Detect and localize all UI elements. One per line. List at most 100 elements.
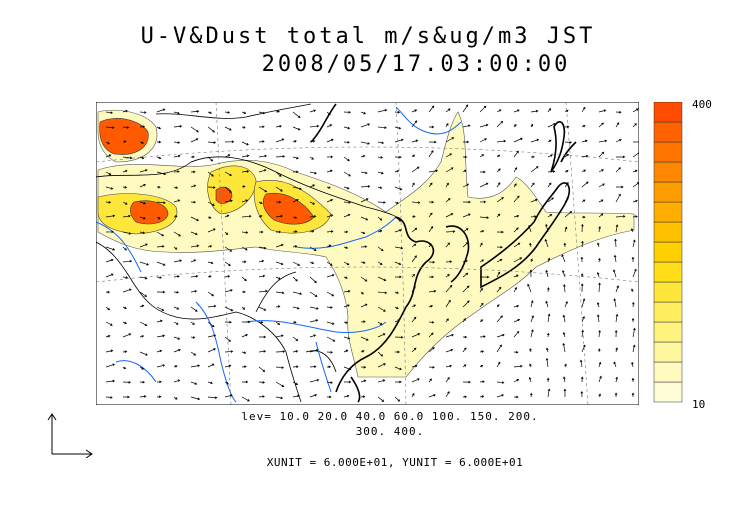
wind-vector bbox=[377, 171, 384, 175]
wind-vector bbox=[224, 364, 232, 368]
wind-vector bbox=[445, 137, 455, 143]
wind-vector bbox=[631, 288, 634, 293]
wind-vector bbox=[462, 272, 469, 278]
wind-vector bbox=[258, 350, 267, 353]
wind-vector bbox=[411, 285, 416, 293]
reference-vector-v-arrow bbox=[47, 413, 57, 454]
wind-vector bbox=[343, 366, 352, 371]
wind-vector bbox=[598, 361, 602, 368]
wind-vector bbox=[241, 306, 246, 310]
wind-vector bbox=[139, 380, 146, 384]
wind-vector bbox=[563, 284, 566, 293]
reference-vector-u-arrow bbox=[52, 449, 93, 458]
wind-vector bbox=[445, 213, 454, 218]
color-scale-cell bbox=[653, 161, 683, 183]
wind-vector bbox=[377, 379, 386, 383]
wind-vector bbox=[275, 334, 284, 338]
color-scale-cells bbox=[653, 102, 683, 403]
wind-vector bbox=[394, 246, 404, 250]
wind-vector bbox=[598, 393, 601, 398]
wind-vector bbox=[326, 111, 331, 116]
wind-vector bbox=[445, 377, 450, 383]
wind-vector bbox=[377, 229, 383, 233]
wind-vector bbox=[513, 274, 519, 278]
wind-vector bbox=[445, 364, 453, 368]
wind-vector bbox=[428, 365, 435, 369]
wind-vector bbox=[139, 276, 148, 280]
wind-vector bbox=[377, 141, 385, 145]
wind-vector bbox=[394, 126, 402, 130]
wind-vector bbox=[496, 168, 501, 173]
wind-vector bbox=[479, 395, 485, 398]
wind-vector bbox=[377, 186, 383, 189]
contour-levels-line2: 300. 400. bbox=[355, 425, 425, 438]
wind-vector bbox=[309, 261, 315, 265]
wind-vector bbox=[224, 336, 231, 342]
wind-vector bbox=[258, 169, 267, 173]
wind-vector bbox=[428, 105, 435, 113]
wind-vector bbox=[564, 141, 572, 144]
wind-vector bbox=[377, 108, 388, 113]
color-scale-cell bbox=[653, 221, 683, 243]
wind-vector bbox=[360, 291, 364, 295]
wind-vector bbox=[377, 246, 384, 252]
wind-vector bbox=[360, 276, 368, 282]
wind-vector bbox=[411, 316, 417, 323]
wind-vector bbox=[530, 315, 534, 323]
wind-vector bbox=[326, 186, 331, 189]
wind-vector bbox=[241, 276, 247, 282]
wind-vector bbox=[581, 298, 586, 308]
wind-vector bbox=[462, 228, 469, 233]
wind-vector bbox=[275, 155, 286, 158]
wind-vector bbox=[462, 380, 471, 384]
wind-vector bbox=[105, 111, 113, 115]
wind-vector bbox=[326, 155, 334, 159]
wind-vector bbox=[258, 395, 265, 398]
wind-vector bbox=[173, 259, 183, 263]
wind-vector bbox=[562, 269, 566, 278]
wind-vector bbox=[547, 313, 551, 323]
wind-vector bbox=[411, 255, 417, 263]
wind-vector bbox=[581, 139, 588, 143]
wind-vector bbox=[479, 259, 485, 263]
wind-vector bbox=[275, 171, 282, 177]
wind-vector bbox=[445, 260, 453, 263]
wind-vector bbox=[326, 214, 334, 218]
wind-vector bbox=[241, 246, 248, 251]
wind-vector bbox=[581, 169, 587, 173]
wind-vector bbox=[360, 245, 368, 249]
wind-vector bbox=[173, 246, 178, 250]
wind-vector bbox=[513, 379, 520, 383]
wind-vector bbox=[173, 379, 181, 383]
wind-vector bbox=[173, 170, 180, 173]
wind-vector bbox=[462, 104, 469, 113]
wind-vector bbox=[530, 138, 540, 143]
wind-vector bbox=[445, 198, 451, 203]
wind-vector bbox=[241, 111, 247, 115]
wind-vector bbox=[241, 333, 248, 338]
wind-vector bbox=[309, 276, 317, 284]
color-scale-cell bbox=[653, 341, 683, 363]
wind-vector bbox=[612, 269, 617, 278]
wind-vector bbox=[360, 395, 366, 398]
wind-vector bbox=[632, 123, 637, 128]
wind-vector bbox=[615, 155, 626, 159]
wind-vector bbox=[377, 351, 384, 357]
wind-vector bbox=[173, 396, 178, 400]
wind-vector bbox=[309, 306, 319, 310]
wind-vector bbox=[630, 228, 634, 233]
wind-vector bbox=[309, 156, 315, 160]
wind-vector bbox=[275, 186, 283, 192]
wind-vector bbox=[173, 215, 178, 218]
wind-vector bbox=[598, 139, 608, 143]
wind-vector bbox=[360, 154, 366, 158]
wind-vector bbox=[190, 110, 200, 113]
wind-vector bbox=[207, 228, 216, 233]
wind-vector bbox=[122, 201, 128, 205]
wind-vector bbox=[275, 321, 281, 326]
wind-vector bbox=[581, 223, 584, 233]
wind-vector bbox=[326, 124, 333, 128]
wind-vector bbox=[445, 153, 453, 158]
wind-vector bbox=[258, 125, 265, 129]
wind-vector bbox=[598, 183, 605, 188]
